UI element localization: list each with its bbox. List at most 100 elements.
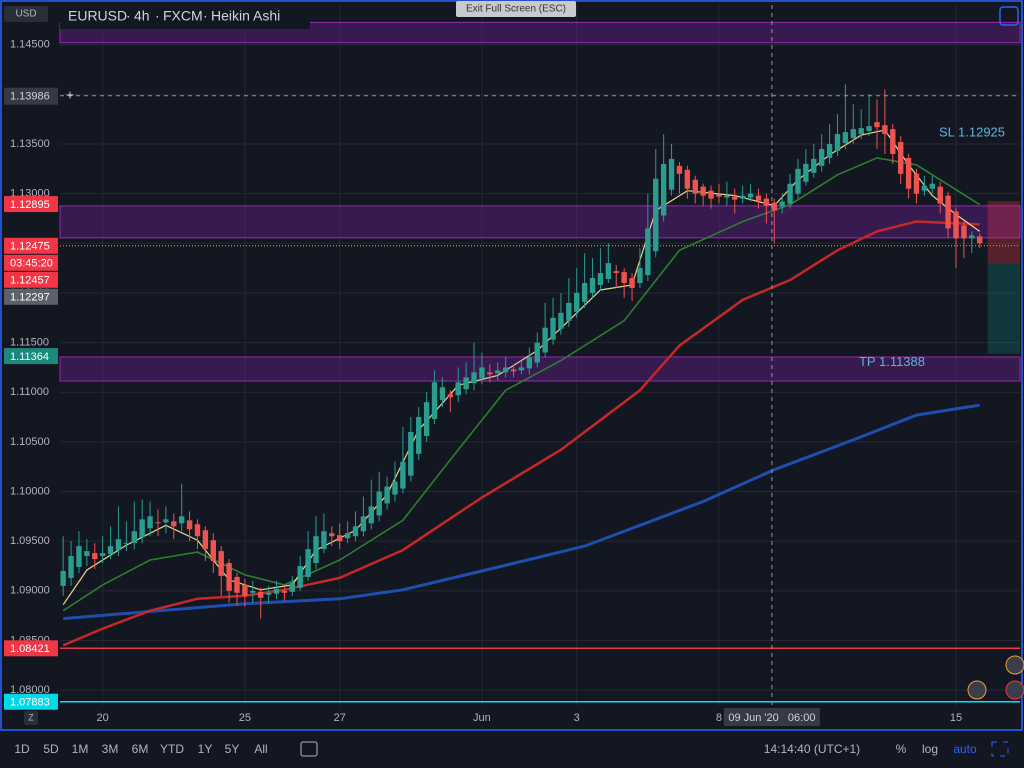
candle-body	[178, 516, 185, 524]
interval[interactable]: 4h	[134, 8, 150, 24]
scale-option[interactable]: log	[922, 742, 938, 756]
event-flag[interactable]	[1005, 680, 1024, 700]
price-badge-box	[4, 640, 58, 657]
candle-body	[368, 506, 375, 524]
range-button[interactable]: 6M	[132, 742, 149, 756]
candle-body	[439, 387, 446, 401]
candle-body	[487, 372, 493, 375]
price-badge: 1.11364	[10, 351, 49, 363]
compare-icon[interactable]	[300, 741, 318, 757]
range-button[interactable]: 5D	[43, 742, 59, 756]
candle-body	[313, 536, 319, 564]
crosshair-date: 09 Jun '20 06:00	[728, 712, 815, 724]
range-button[interactable]: All	[254, 742, 267, 756]
y-tick-label: 1.08000	[10, 684, 50, 696]
x-tick-label: 25	[239, 712, 251, 724]
candle-body	[455, 382, 461, 396]
candle-body	[613, 271, 619, 274]
price-badge: 1.12475	[10, 241, 50, 253]
currency-box[interactable]	[4, 6, 48, 22]
candle-body	[977, 236, 983, 244]
candle-body	[139, 519, 145, 538]
candle-body	[668, 158, 675, 190]
candle-body	[542, 327, 548, 353]
settings-icon[interactable]	[999, 6, 1019, 26]
range-button[interactable]: YTD	[160, 742, 184, 756]
candle-body	[645, 228, 651, 276]
candle-body	[329, 533, 335, 537]
candle-body	[581, 283, 588, 302]
event-flag[interactable]	[967, 680, 987, 700]
price-badge-box	[4, 348, 58, 365]
candle-body	[400, 461, 406, 489]
candle-body	[866, 126, 872, 132]
candle-body	[447, 394, 454, 398]
candle-body	[597, 273, 604, 286]
clock: 14:14:40 (UTC+1)	[764, 742, 860, 756]
tp-label: TP 1.11388	[859, 354, 925, 369]
candle-body	[779, 201, 785, 207]
candle-body	[834, 134, 841, 151]
range-button[interactable]: 1Y	[198, 742, 213, 756]
candle-body	[518, 367, 525, 371]
candle-body	[281, 590, 288, 593]
y-tick-label: 1.14500	[10, 39, 50, 51]
candle-body	[526, 357, 533, 369]
candle-body	[502, 367, 509, 373]
candle-body	[858, 128, 864, 135]
zone	[59, 205, 1021, 239]
scale-option[interactable]: %	[896, 742, 907, 756]
fullscreen-icon[interactable]	[991, 741, 1009, 757]
scale-mode[interactable]: Z	[28, 712, 34, 722]
candle-body	[621, 272, 627, 284]
range-button[interactable]: 5Y	[225, 742, 240, 756]
candle-body	[297, 565, 303, 588]
candle-body	[550, 317, 556, 340]
candle-body	[360, 516, 367, 532]
candle-body	[99, 553, 106, 557]
candle-body	[123, 543, 130, 545]
price-badge-box	[4, 196, 58, 213]
event-flag[interactable]	[1005, 655, 1024, 675]
y-tick-label: 1.11500	[10, 336, 49, 348]
candle-body	[92, 553, 98, 560]
range-button[interactable]: 1D	[14, 742, 30, 756]
candle-body	[692, 179, 698, 194]
x-tick-label: 3	[574, 712, 580, 724]
candle-body	[107, 546, 114, 555]
candle-body	[495, 370, 501, 374]
y-tick-label: 1.11000	[10, 386, 49, 398]
candle-body	[479, 367, 485, 379]
x-tick-label: 8	[716, 712, 722, 724]
candle-body	[874, 122, 880, 128]
zone	[59, 356, 1021, 382]
currency[interactable]: USD	[15, 9, 36, 20]
candle-body	[969, 235, 975, 239]
candle-body	[558, 312, 564, 329]
scale-option[interactable]: auto	[953, 742, 977, 756]
range-button[interactable]: 3M	[102, 742, 119, 756]
candle-body	[826, 144, 833, 158]
scale-mode-box[interactable]	[24, 711, 38, 725]
exit-fullscreen-label[interactable]: Exit Full Screen (ESC)	[466, 4, 566, 15]
moving-average	[62, 157, 981, 612]
range-button[interactable]: 1M	[72, 742, 89, 756]
chart-style[interactable]: Heikin Ashi	[211, 8, 280, 24]
candle-body	[60, 570, 66, 586]
candle-body	[660, 163, 667, 216]
symbol[interactable]: EURUSD	[68, 8, 127, 24]
candle-body	[811, 158, 817, 173]
candle-body	[155, 522, 161, 524]
candle-body	[961, 225, 967, 239]
price-badge: 1.12895	[10, 199, 50, 211]
candle-body	[637, 268, 643, 284]
crosshair-date-box	[723, 708, 820, 726]
candle-body	[574, 292, 580, 312]
separator: ·	[203, 8, 208, 24]
candle-body	[376, 491, 382, 516]
exit-fullscreen[interactable]	[456, 1, 576, 17]
price-badge: 1.12457	[10, 275, 50, 287]
price-badge-box	[4, 288, 58, 305]
candle-body	[676, 165, 683, 174]
